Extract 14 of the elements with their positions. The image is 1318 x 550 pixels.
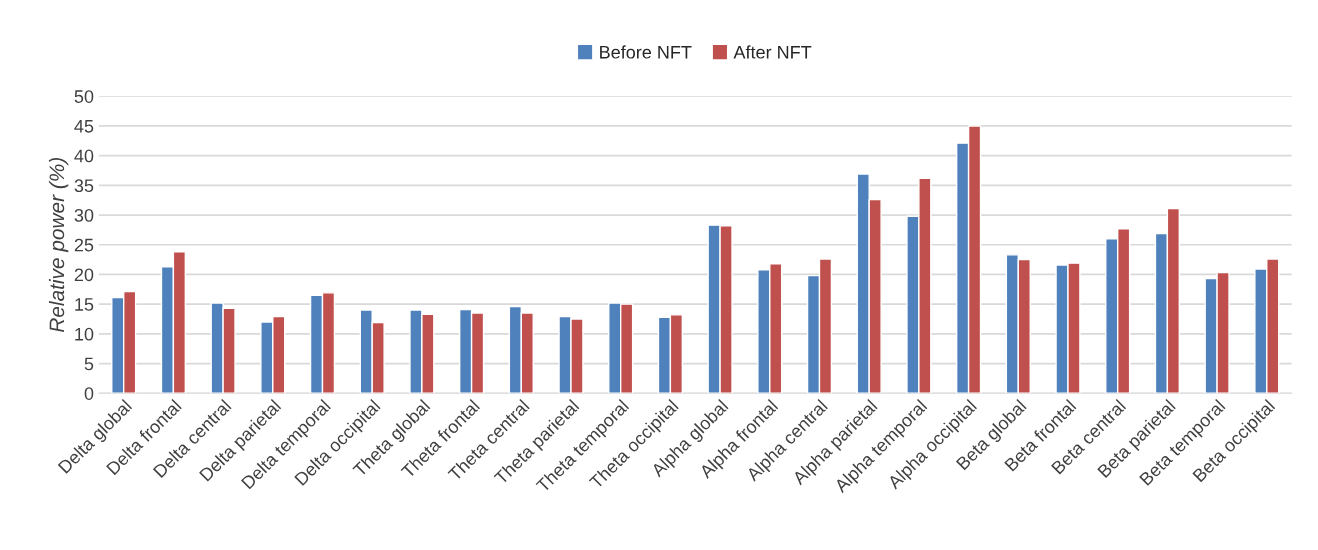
y-tick-label: 40 bbox=[74, 149, 94, 163]
y-tick-label: 30 bbox=[74, 208, 94, 222]
y-tick-label: 15 bbox=[75, 298, 94, 311]
y-axis-title: Relative power (%) bbox=[48, 157, 69, 333]
y-tick-label: 5 bbox=[84, 357, 94, 371]
y-tick-label: 0 bbox=[84, 387, 94, 400]
y-tick-label: 35 bbox=[74, 179, 94, 193]
y-tick-label: 50 bbox=[74, 90, 94, 103]
legend-label: Before NFT bbox=[600, 45, 692, 59]
y-tick-label: 20 bbox=[74, 268, 94, 282]
legend-label: After NFT bbox=[733, 45, 812, 59]
y-tick-label: 45 bbox=[74, 120, 94, 133]
y-tick-label: 25 bbox=[74, 238, 94, 252]
y-tick-label: 10 bbox=[75, 327, 94, 341]
